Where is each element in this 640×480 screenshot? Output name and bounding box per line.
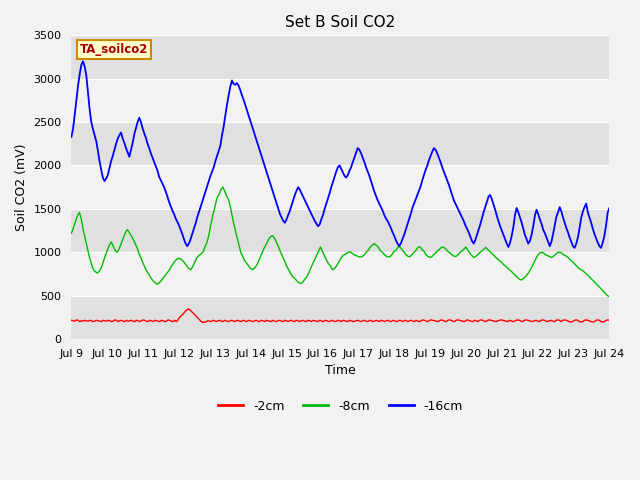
Bar: [72, 209, 609, 252]
Bar: [72, 122, 609, 166]
Bar: [72, 79, 609, 122]
Text: TA_soilco2: TA_soilco2: [79, 43, 148, 56]
Bar: [72, 36, 609, 79]
Bar: [72, 252, 609, 296]
Y-axis label: Soil CO2 (mV): Soil CO2 (mV): [15, 144, 28, 231]
Bar: [72, 166, 609, 209]
Legend: -2cm, -8cm, -16cm: -2cm, -8cm, -16cm: [213, 395, 468, 418]
Bar: [72, 296, 609, 339]
Title: Set B Soil CO2: Set B Soil CO2: [285, 15, 396, 30]
X-axis label: Time: Time: [325, 364, 356, 377]
